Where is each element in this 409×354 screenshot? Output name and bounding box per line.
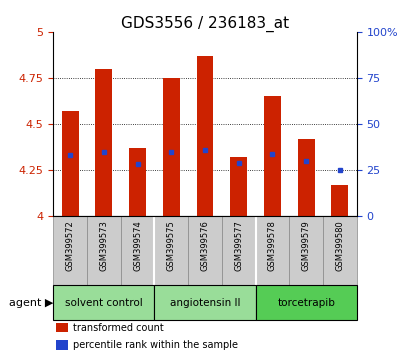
Title: GDS3556 / 236183_at: GDS3556 / 236183_at [121, 16, 288, 32]
Bar [53, 216, 87, 285]
Bar [289, 216, 322, 285]
Bar [230, 157, 247, 216]
Text: GSM399575: GSM399575 [166, 220, 175, 270]
Bar [56, 340, 68, 349]
Bar [154, 216, 188, 285]
Bar [255, 285, 356, 320]
Text: percentile rank within the sample: percentile rank within the sample [73, 340, 238, 350]
Bar [154, 285, 255, 320]
Text: GSM399580: GSM399580 [335, 220, 344, 270]
Bar [129, 148, 146, 216]
Text: GSM399579: GSM399579 [301, 220, 310, 270]
Bar [322, 216, 356, 285]
Bar [221, 216, 255, 285]
Bar [56, 323, 68, 332]
Bar [330, 185, 347, 216]
Text: GSM399576: GSM399576 [200, 220, 209, 271]
Bar [188, 216, 221, 285]
Bar [297, 139, 314, 216]
Text: GSM399574: GSM399574 [133, 220, 142, 270]
Text: agent ▶: agent ▶ [9, 298, 53, 308]
Bar [263, 96, 280, 216]
Bar [196, 56, 213, 216]
Text: angiotensin II: angiotensin II [169, 298, 240, 308]
Text: torcetrapib: torcetrapib [276, 298, 334, 308]
Text: transformed count: transformed count [73, 322, 163, 333]
Text: GSM399578: GSM399578 [267, 220, 276, 271]
Bar [62, 111, 79, 216]
Text: GSM399572: GSM399572 [65, 220, 74, 270]
Bar [120, 216, 154, 285]
Text: GSM399577: GSM399577 [234, 220, 243, 271]
Bar [95, 69, 112, 216]
Bar [162, 78, 179, 216]
Bar [53, 285, 154, 320]
Text: solvent control: solvent control [65, 298, 142, 308]
Text: GSM399573: GSM399573 [99, 220, 108, 271]
Bar [255, 216, 289, 285]
Bar [87, 216, 120, 285]
